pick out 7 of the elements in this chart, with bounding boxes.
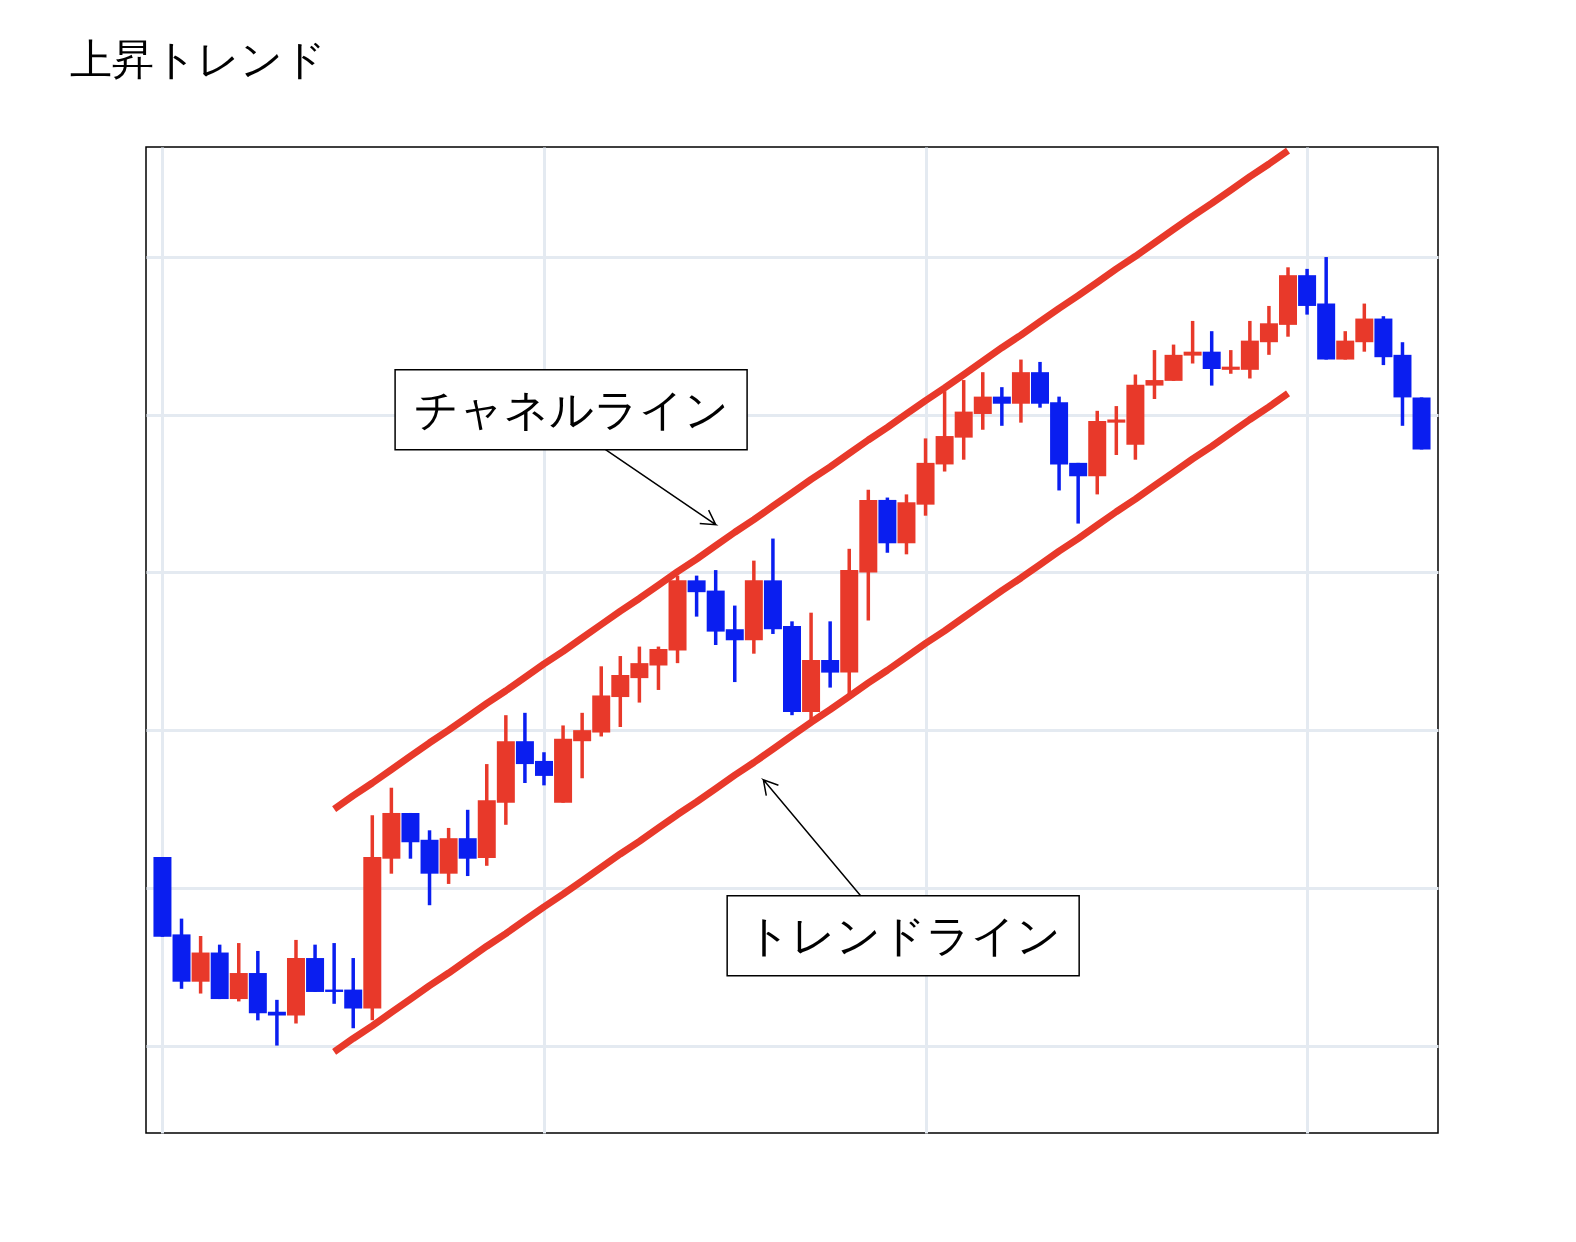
series-label: チャネルライン bbox=[413, 383, 729, 435]
candlestick bbox=[821, 621, 840, 688]
chart-title: 上昇トレンド bbox=[70, 35, 326, 84]
candlestick bbox=[1202, 331, 1221, 386]
candlestick bbox=[992, 387, 1011, 426]
text: トレンドライン bbox=[745, 909, 1061, 961]
candlestick bbox=[458, 809, 477, 878]
